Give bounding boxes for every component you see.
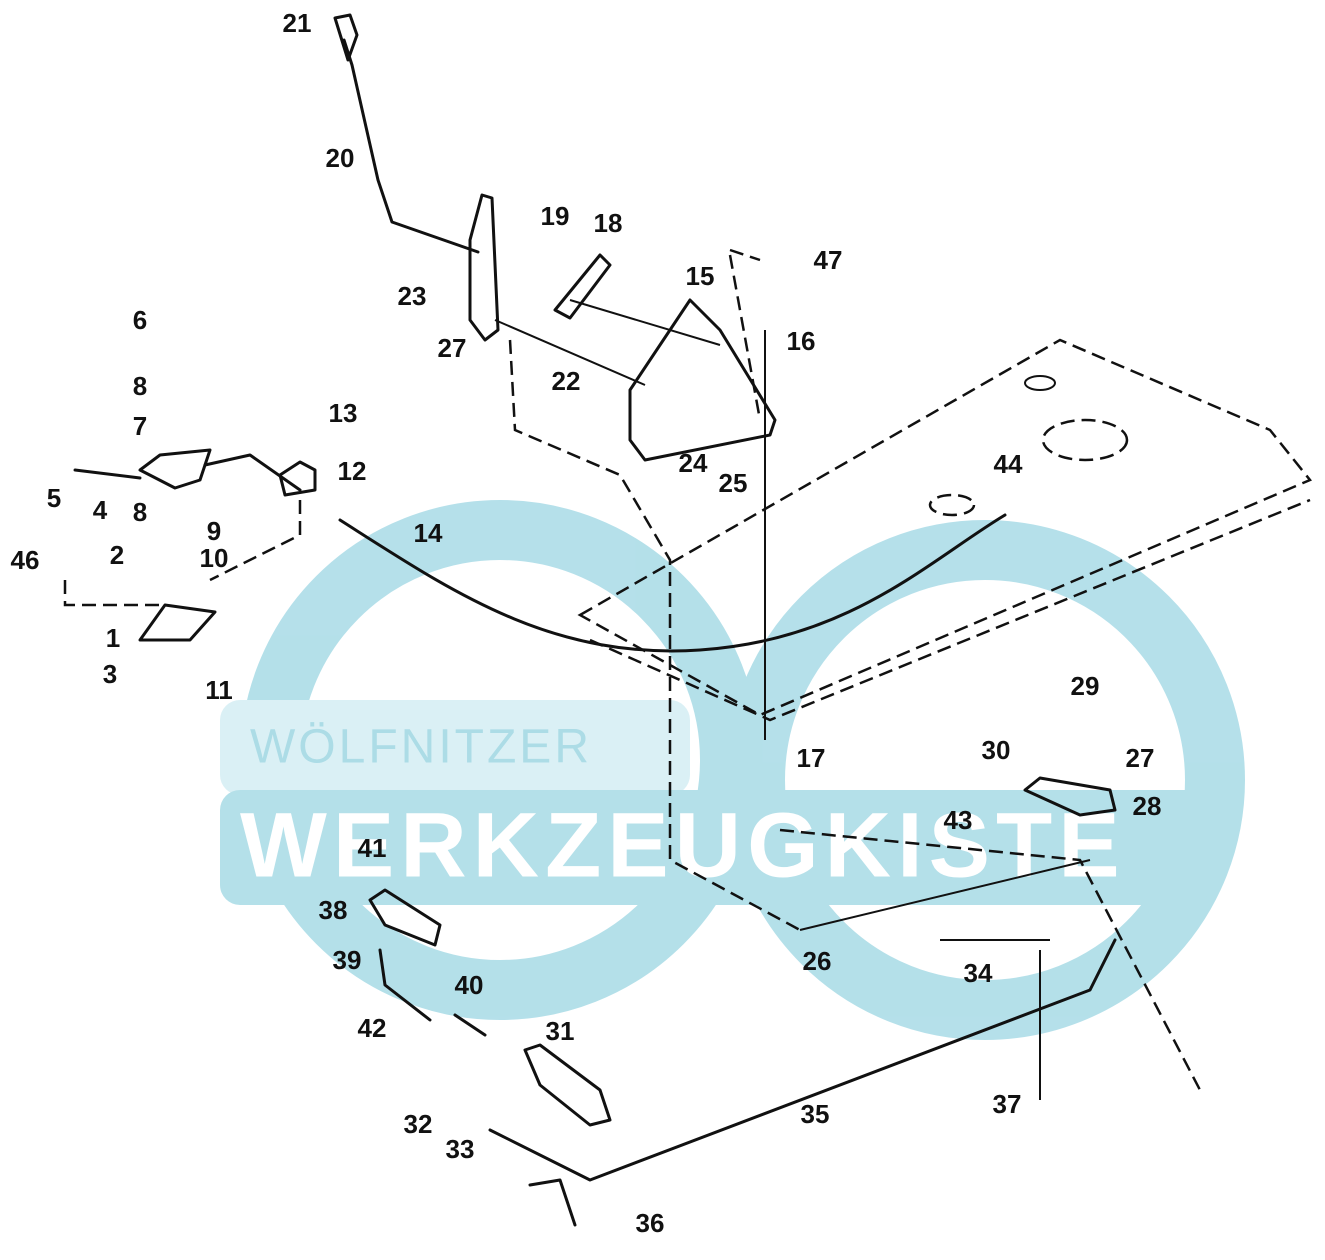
callout-label: 46 xyxy=(11,545,40,575)
callout-label: 8 xyxy=(133,371,147,401)
callout-label: 7 xyxy=(133,411,147,441)
lever-knob xyxy=(335,15,357,60)
callout-label: 14 xyxy=(414,518,443,548)
callout-label: 1 xyxy=(106,623,120,653)
callout-label: 24 xyxy=(679,448,708,478)
watermark-line1: WÖLFNITZER xyxy=(250,721,592,774)
callout-label: 29 xyxy=(1071,671,1100,701)
callout-label: 8 xyxy=(133,497,147,527)
callout-label: 6 xyxy=(133,305,147,335)
callout-label: 10 xyxy=(200,543,229,573)
lever-rod xyxy=(344,40,478,252)
callout-label: 22 xyxy=(552,366,581,396)
callout-label: 27 xyxy=(1126,743,1155,773)
leader xyxy=(495,300,720,385)
watermark: WÖLFNITZER WERKZEUGKISTE xyxy=(220,530,1215,1010)
deck-hole xyxy=(1043,420,1127,460)
callout-label: 47 xyxy=(814,245,843,275)
callout-label: 11 xyxy=(205,675,233,705)
callout-label: 19 xyxy=(541,201,570,231)
callout-label: 32 xyxy=(404,1109,433,1139)
callout-label: 44 xyxy=(994,449,1023,479)
callout-label: 33 xyxy=(446,1134,475,1164)
control-plate xyxy=(140,450,210,488)
callout-label: 16 xyxy=(787,326,816,356)
callout-label: 3 xyxy=(103,659,117,689)
callout-label: 38 xyxy=(319,895,348,925)
callout-label: 26 xyxy=(803,946,832,976)
deck-hole xyxy=(1025,376,1055,390)
callout-label: 25 xyxy=(719,468,748,498)
parts-diagram: WÖLFNITZER WERKZEUGKISTE xyxy=(0,0,1325,1260)
callout-label: 9 xyxy=(207,516,221,546)
lever-bracket xyxy=(470,195,498,340)
callout-label: 35 xyxy=(801,1099,830,1129)
callout-label: 27 xyxy=(438,333,467,363)
callout-label: 28 xyxy=(1133,791,1162,821)
callout-label: 36 xyxy=(636,1208,665,1238)
callout-label: 31 xyxy=(546,1016,575,1046)
callout-label: 15 xyxy=(686,261,715,291)
callout-label: 4 xyxy=(93,495,108,525)
callout-label: 17 xyxy=(797,743,826,773)
callout-label: 40 xyxy=(455,970,484,1000)
callout-label: 2 xyxy=(110,540,124,570)
callout-label: 18 xyxy=(594,208,623,238)
callout-label: 43 xyxy=(944,805,973,835)
callout-label: 30 xyxy=(982,735,1011,765)
callout-label: 39 xyxy=(333,945,362,975)
callout-label: 41 xyxy=(358,833,387,863)
callout-label: 12 xyxy=(338,456,367,486)
deck-hole xyxy=(930,495,974,515)
callout-label: 13 xyxy=(329,398,358,428)
dashed-leader xyxy=(730,250,760,420)
callout-label: 23 xyxy=(398,281,427,311)
callout-label: 42 xyxy=(358,1013,387,1043)
callout-label: 5 xyxy=(47,483,61,513)
pedal-arm xyxy=(530,1180,575,1225)
bracket-1 xyxy=(140,605,215,640)
callout-label: 20 xyxy=(326,143,355,173)
callout-label: 21 xyxy=(283,8,312,38)
callout-label: 34 xyxy=(964,958,993,988)
callout-label: 37 xyxy=(993,1089,1022,1119)
pedal-31 xyxy=(525,1045,610,1125)
